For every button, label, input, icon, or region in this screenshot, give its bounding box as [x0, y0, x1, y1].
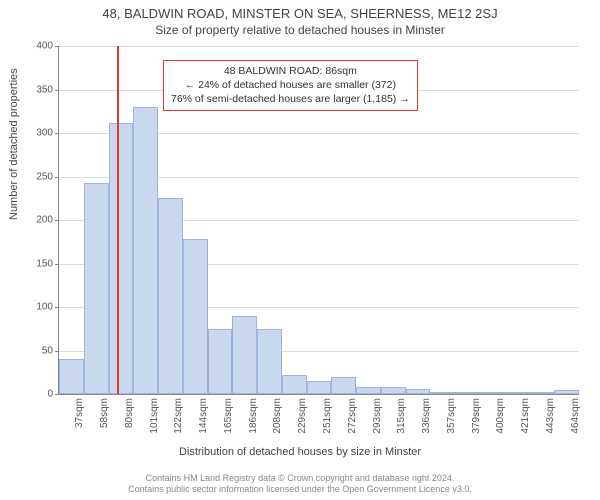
y-tick-label: 350: [23, 84, 53, 95]
page-title: 48, BALDWIN ROAD, MINSTER ON SEA, SHEERN…: [0, 0, 600, 21]
x-tick-label: 122sqm: [173, 398, 184, 448]
histogram-bar: [59, 359, 84, 394]
histogram-bar: [529, 392, 554, 394]
x-tick-label: 464sqm: [570, 398, 581, 448]
marker-line: [117, 46, 119, 394]
x-tick-label: 400sqm: [495, 398, 506, 448]
histogram-bar: [84, 183, 109, 394]
y-tick-label: 250: [23, 171, 53, 182]
x-tick-label: 315sqm: [396, 398, 407, 448]
y-tick-label: 0: [23, 389, 53, 400]
y-tick-label: 400: [23, 41, 53, 52]
histogram-bar: [430, 392, 455, 394]
x-tick-label: 421sqm: [520, 398, 531, 448]
x-tick-label: 379sqm: [471, 398, 482, 448]
gridline: [59, 46, 579, 47]
x-tick-label: 251sqm: [322, 398, 333, 448]
footer-line-2: Contains public sector information licen…: [0, 484, 600, 496]
marker-callout: 48 BALDWIN ROAD: 86sqm ← 24% of detached…: [163, 60, 418, 111]
histogram-bar: [257, 329, 282, 394]
y-tick-label: 300: [23, 128, 53, 139]
callout-line-2: ← 24% of detached houses are smaller (37…: [171, 78, 410, 92]
x-tick-label: 272sqm: [347, 398, 358, 448]
y-tick-label: 150: [23, 258, 53, 269]
x-tick-label: 144sqm: [198, 398, 209, 448]
x-tick-label: 165sqm: [223, 398, 234, 448]
histogram-bar: [480, 392, 505, 394]
y-tick-mark: [55, 46, 59, 47]
histogram-bar: [307, 381, 332, 394]
histogram-bar: [455, 392, 480, 394]
y-tick-mark: [55, 90, 59, 91]
x-axis-label: Distribution of detached houses by size …: [0, 446, 600, 458]
y-tick-mark: [55, 307, 59, 308]
x-tick-label: 229sqm: [297, 398, 308, 448]
page-subtitle: Size of property relative to detached ho…: [0, 21, 600, 37]
x-tick-label: 186sqm: [248, 398, 259, 448]
y-tick-label: 100: [23, 302, 53, 313]
footer-line-1: Contains HM Land Registry data © Crown c…: [0, 473, 600, 485]
histogram-bar: [554, 390, 579, 394]
histogram-bar: [406, 389, 431, 394]
y-tick-mark: [55, 264, 59, 265]
histogram-bar: [381, 387, 406, 394]
histogram-bar: [183, 239, 208, 394]
x-tick-label: 357sqm: [446, 398, 457, 448]
histogram-bar: [282, 375, 307, 394]
y-tick-label: 200: [23, 215, 53, 226]
x-tick-label: 293sqm: [372, 398, 383, 448]
histogram-chart: 05010015020025030035040037sqm58sqm80sqm1…: [58, 46, 578, 394]
y-axis-label: Number of detached properties: [8, 68, 20, 220]
histogram-bar: [232, 316, 257, 394]
x-tick-label: 80sqm: [124, 398, 135, 448]
y-tick-mark: [55, 220, 59, 221]
histogram-bar: [133, 107, 158, 394]
x-tick-label: 336sqm: [421, 398, 432, 448]
histogram-bar: [158, 198, 183, 394]
y-tick-mark: [55, 394, 59, 395]
y-tick-mark: [55, 351, 59, 352]
histogram-bar: [331, 377, 356, 394]
histogram-bar: [505, 392, 530, 394]
histogram-bar: [109, 123, 134, 394]
x-tick-label: 208sqm: [272, 398, 283, 448]
histogram-bar: [356, 387, 381, 394]
x-tick-label: 58sqm: [99, 398, 110, 448]
x-tick-label: 443sqm: [545, 398, 556, 448]
x-tick-label: 37sqm: [74, 398, 85, 448]
histogram-bar: [208, 329, 233, 394]
y-tick-mark: [55, 177, 59, 178]
y-tick-mark: [55, 133, 59, 134]
callout-line-3: 76% of semi-detached houses are larger (…: [171, 92, 410, 106]
footer-attribution: Contains HM Land Registry data © Crown c…: [0, 473, 600, 496]
y-tick-label: 50: [23, 345, 53, 356]
callout-line-1: 48 BALDWIN ROAD: 86sqm: [171, 64, 410, 78]
x-tick-label: 101sqm: [149, 398, 160, 448]
